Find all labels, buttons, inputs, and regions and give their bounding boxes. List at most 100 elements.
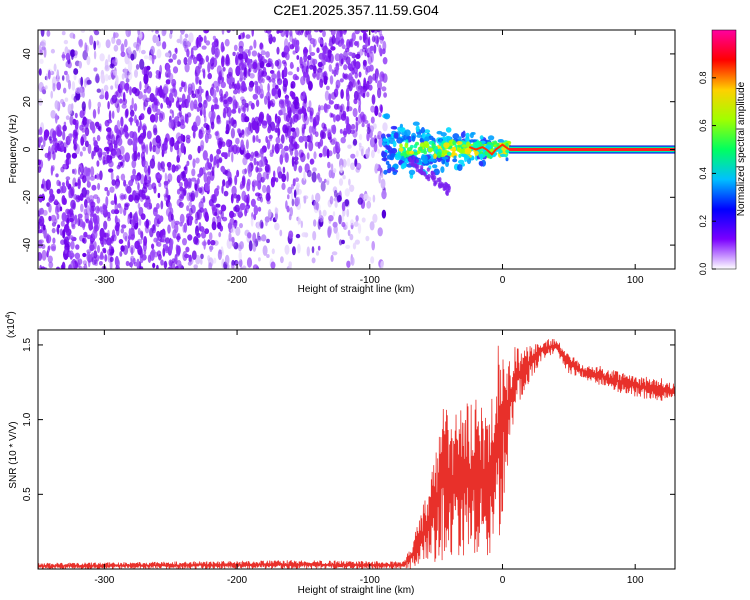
- noise-pixel: [56, 226, 59, 233]
- noise-pixel: [91, 256, 97, 266]
- noise-pixel: [132, 168, 137, 176]
- noise-pixel: [380, 178, 386, 190]
- noise-pixel: [191, 250, 197, 260]
- noise-pixel: [241, 107, 246, 112]
- noise-pixel: [84, 127, 90, 137]
- noise-pixel: [201, 241, 207, 246]
- noise-pixel: [110, 85, 114, 90]
- noise-pixel: [200, 225, 204, 232]
- noise-pixel: [168, 202, 172, 210]
- noise-pixel: [211, 41, 218, 48]
- noise-pixel: [311, 257, 316, 264]
- noise-pixel: [238, 132, 243, 138]
- noise-pixel: [228, 232, 232, 242]
- spectrogram-x-tick-label: -100: [360, 275, 380, 286]
- noise-pixel: [372, 194, 376, 203]
- noise-pixel: [185, 137, 191, 144]
- noise-pixel: [178, 201, 184, 208]
- noise-pixel: [220, 41, 225, 53]
- spectrogram-y-tick-label: 0: [22, 146, 33, 152]
- noise-pixel: [84, 140, 89, 148]
- noise-pixel: [97, 106, 100, 115]
- noise-pixel: [211, 83, 215, 90]
- noise-pixel: [73, 68, 79, 75]
- noise-pixel: [323, 25, 327, 29]
- noise-pixel: [111, 110, 115, 120]
- noise-pixel: [142, 182, 148, 190]
- noise-pixel: [313, 30, 320, 33]
- noise-pixel: [157, 161, 161, 171]
- noise-pixel: [94, 224, 99, 232]
- noise-pixel: [70, 186, 75, 197]
- noise-pixel: [200, 198, 206, 204]
- noise-pixel: [372, 213, 378, 223]
- noise-pixel: [302, 90, 306, 100]
- noise-pixel: [300, 220, 303, 229]
- noise-pixel: [169, 242, 173, 252]
- signal-tail-pixel: [439, 183, 443, 189]
- noise-pixel: [134, 240, 140, 250]
- noise-pixel: [62, 21, 66, 29]
- noise-pixel: [51, 221, 57, 227]
- noise-pixel: [234, 83, 239, 90]
- noise-pixel: [271, 78, 276, 83]
- noise-pixel: [124, 152, 130, 163]
- noise-pixel: [328, 42, 333, 47]
- signal-tail-pixel: [414, 164, 418, 169]
- noise-pixel: [102, 247, 107, 253]
- noise-pixel: [359, 133, 363, 141]
- noise-pixel: [68, 79, 71, 90]
- noise-pixel: [290, 191, 294, 201]
- noise-pixel: [196, 36, 199, 48]
- noise-pixel: [167, 194, 171, 201]
- noise-pixel: [326, 128, 332, 137]
- noise-pixel: [347, 63, 353, 70]
- noise-pixel: [357, 223, 362, 234]
- noise-pixel: [332, 211, 336, 217]
- noise-pixel: [220, 210, 224, 220]
- noise-pixel: [101, 203, 107, 214]
- noise-pixel: [379, 71, 385, 82]
- noise-pixel: [103, 220, 108, 230]
- noise-pixel: [281, 182, 286, 190]
- noise-pixel: [346, 158, 351, 167]
- noise-pixel: [382, 122, 388, 132]
- signal-pixel: [452, 146, 456, 153]
- noise-pixel: [286, 205, 290, 213]
- signal-pixel: [404, 142, 409, 149]
- noise-pixel: [73, 144, 77, 151]
- noise-pixel: [329, 195, 334, 205]
- noise-pixel: [130, 255, 135, 263]
- noise-pixel: [114, 193, 117, 204]
- noise-pixel: [241, 129, 245, 136]
- noise-pixel: [136, 175, 140, 182]
- signal-pixel: [385, 160, 390, 165]
- noise-pixel: [154, 112, 159, 123]
- noise-pixel: [328, 64, 332, 72]
- noise-pixel: [73, 95, 78, 103]
- noise-pixel: [294, 127, 300, 138]
- noise-pixel: [344, 199, 350, 207]
- noise-pixel: [319, 69, 323, 77]
- noise-pixel: [143, 250, 147, 255]
- signal-pixel: [433, 153, 437, 159]
- noise-pixel: [62, 130, 66, 141]
- noise-pixel: [355, 80, 362, 92]
- signal-pixel: [436, 151, 442, 159]
- noise-pixel: [197, 89, 200, 94]
- noise-pixel: [305, 30, 310, 36]
- noise-pixel: [39, 58, 44, 64]
- spectrogram-x-ticks: -300 -200 -100 0 100: [94, 30, 644, 286]
- noise-pixel: [183, 57, 188, 65]
- noise-pixel: [133, 141, 136, 150]
- noise-pixel: [363, 30, 367, 41]
- noise-pixel: [190, 190, 196, 202]
- noise-pixel: [184, 44, 189, 53]
- noise-pixel: [125, 184, 129, 192]
- noise-pixel: [167, 224, 171, 234]
- noise-pixel: [38, 68, 42, 76]
- noise-pixel: [171, 218, 176, 229]
- noise-pixel: [324, 90, 330, 101]
- noise-pixel: [86, 251, 91, 262]
- noise-pixel: [318, 209, 322, 218]
